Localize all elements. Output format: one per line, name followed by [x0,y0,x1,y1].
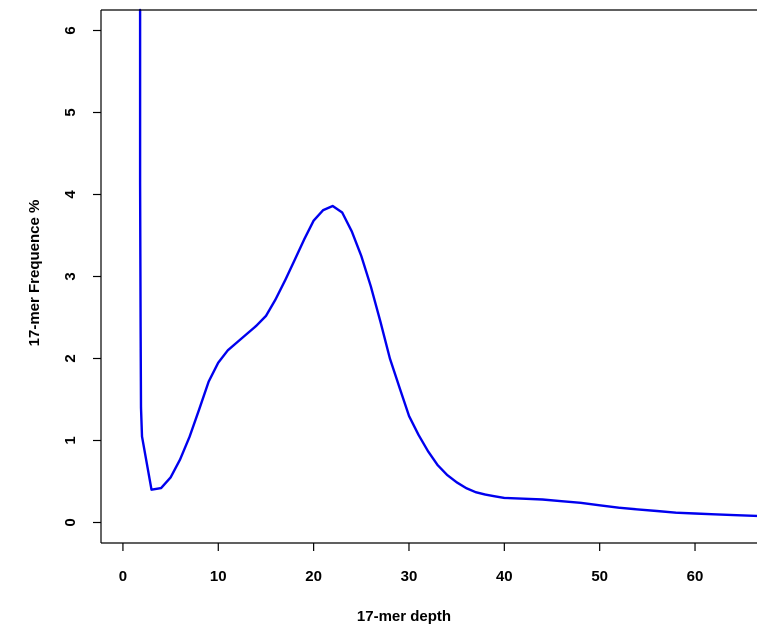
data-line-series-0 [138,8,757,518]
x-tick-label: 50 [591,568,608,585]
y-tick-label: 2 [62,354,79,362]
axes: 0 10 20 30 40 50 60 0 1 2 3 4 5 6 [62,9,757,585]
y-tick-label: 1 [62,436,79,444]
y-axis-title: 17-mer Frequence % [26,200,43,347]
x-axis-title: 17-mer depth [357,608,451,625]
plot-area [138,8,757,518]
x-tick-label: 60 [687,568,704,585]
x-tick-label: 10 [210,568,227,585]
x-tick-label: 30 [401,568,418,585]
x-tick-label: 20 [305,568,322,585]
y-tick-label: 3 [62,272,79,280]
x-tick-label: 40 [496,568,513,585]
y-tick-label: 5 [62,108,79,116]
x-tick-label: 0 [119,568,127,585]
y-tick-label: 0 [62,518,79,526]
y-tick-label: 6 [62,26,79,34]
y-tick-label: 4 [62,190,79,199]
